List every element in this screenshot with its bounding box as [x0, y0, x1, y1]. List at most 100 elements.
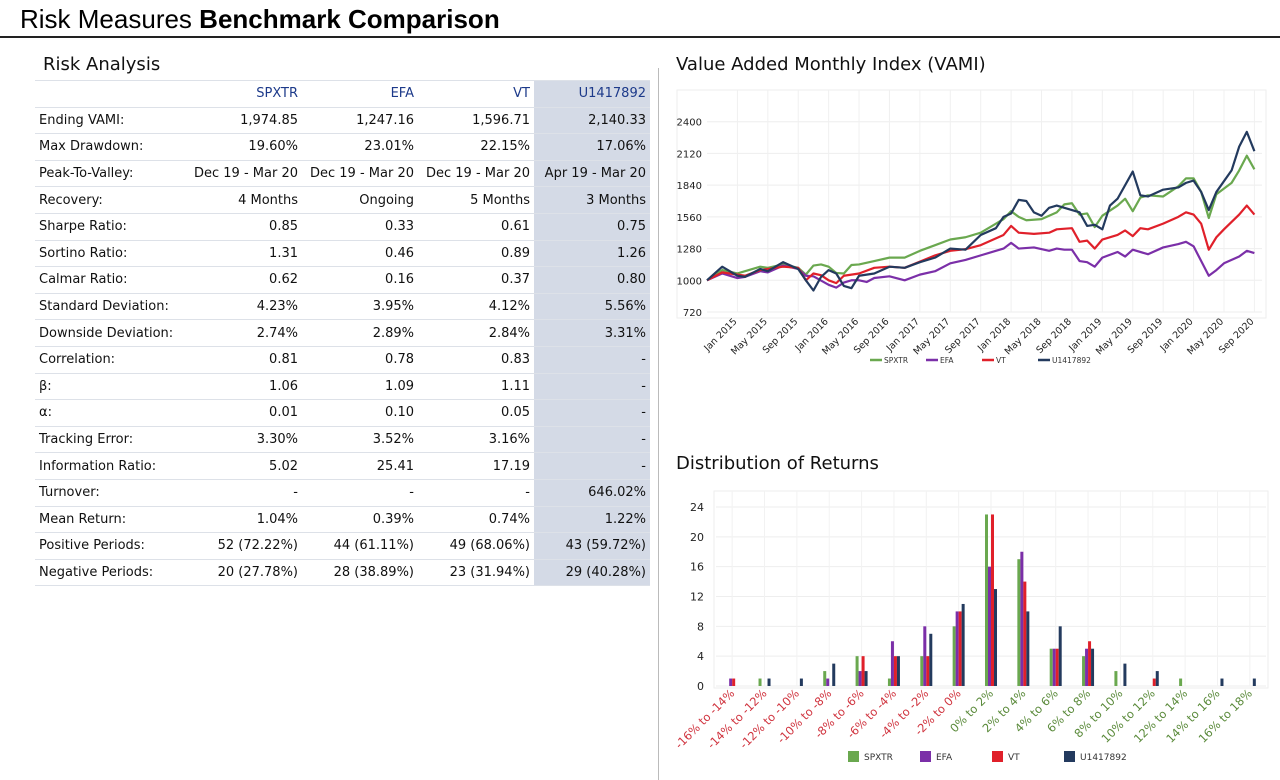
row-label: Ending VAMI: [35, 106, 185, 134]
plot-frame [676, 89, 1267, 319]
table-row: Recovery: 4 Months Ongoing 5 Months 3 Months [35, 186, 650, 214]
y-tick-label: 8 [697, 620, 704, 633]
legend-swatch [920, 751, 931, 762]
row-label: Downside Deviation: [35, 319, 185, 347]
row-label: Sharpe Ratio: [35, 212, 185, 241]
bar-u1417892 [799, 678, 803, 686]
panel-divider [658, 68, 659, 780]
table-row: Negative Periods: 20 (27.78%) 28 (38.89%) 2… [35, 558, 650, 587]
y-tick-label: 12 [690, 591, 704, 604]
bar-u1417892 [1091, 648, 1095, 686]
table-header-row: SPXTR EFA VT U1417892 [35, 80, 650, 108]
y-tick-label: 4 [697, 650, 704, 663]
cell-value: 1,974.85 [185, 106, 302, 134]
bar-spxtr [823, 671, 827, 686]
row-label: Calmar Ratio: [35, 266, 185, 294]
legend-swatch [992, 751, 1003, 762]
legend-label: EFA [940, 356, 954, 365]
legend-swatch [848, 751, 859, 762]
table-row: Positive Periods: 52 (72.22%) 44 (61.11%) 4… [35, 532, 650, 560]
cell-value: 1.26 [534, 239, 650, 267]
cell-value: 0.39% [302, 505, 418, 533]
table-row: Information Ratio: 5.02 25.41 17.19- [35, 452, 650, 480]
cell-value: 17.06% [534, 133, 650, 161]
legend-label: U1417892 [1052, 356, 1091, 365]
cell-value: 1.06 [185, 372, 302, 400]
vami-chart-title: Value Added Monthly Index (VAMI) [676, 54, 986, 75]
bar-efa [858, 671, 862, 686]
bar-spxtr [985, 514, 988, 686]
cell-value: - [185, 478, 302, 506]
header-blank [35, 80, 185, 108]
bar-u1417892 [767, 678, 771, 686]
cell-value: 4.23% [185, 292, 302, 320]
cell-value: - [534, 372, 650, 400]
row-label: Peak-To-Valley: [35, 159, 185, 187]
cell-value: 0.80 [534, 266, 650, 294]
cell-value: 19.60% [185, 133, 302, 161]
y-tick-label: 1840 [677, 181, 702, 192]
legend-label: SPXTR [884, 356, 908, 365]
cell-value: Dec 19 - Mar 20 [302, 159, 418, 187]
row-label: Max Drawdown: [35, 133, 185, 161]
bar-efa [1020, 551, 1024, 686]
bar-spxtr [1082, 656, 1086, 686]
bar-vt [1088, 641, 1092, 686]
cell-value: 0.05 [418, 399, 534, 427]
cell-value: 52 (72.22%) [185, 532, 302, 560]
table-row: Calmar Ratio: 0.62 0.16 0.37 0.80 [35, 266, 650, 294]
title-divider [0, 36, 1280, 38]
cell-value: 23 (31.94%) [418, 558, 534, 587]
bar-vt [991, 514, 994, 686]
table-row: α: 0.01 0.10 0.05- [35, 399, 650, 427]
bar-u1417892 [961, 603, 965, 686]
y-tick-label: 20 [690, 531, 704, 544]
table-row: Standard Deviation: 4.23% 3.95% 4.12% 5.56% [35, 292, 650, 320]
table-row: Sharpe Ratio: 0.85 0.33 0.61 0.75 [35, 212, 650, 241]
y-tick-label: 720 [683, 308, 702, 319]
cell-value: - [534, 345, 650, 374]
row-label: Mean Return: [35, 505, 185, 533]
table-row: Turnover: - - -646.02% [35, 478, 650, 506]
cell-value: 1.22% [534, 505, 650, 533]
bar-u1417892 [896, 656, 900, 686]
cell-value: 28 (38.89%) [302, 558, 418, 587]
legend-swatch [1064, 751, 1075, 762]
cell-value: 0.89 [418, 239, 534, 267]
bar-u1417892 [864, 671, 868, 686]
cell-value: 1.04% [185, 505, 302, 533]
row-label: Sortino Ratio: [35, 239, 185, 267]
column-header: SPXTR [185, 80, 302, 108]
row-label: Standard Deviation: [35, 292, 185, 320]
bar-spxtr [1114, 671, 1118, 686]
bar-vt [926, 656, 930, 686]
cell-value: 2.74% [185, 319, 302, 347]
cell-value: 4 Months [185, 186, 302, 214]
bar-vt [1023, 581, 1027, 686]
table-row: Max Drawdown: 19.60% 23.01% 22.15% 17.06% [35, 133, 650, 161]
cell-value: - [534, 425, 650, 453]
cell-value: 0.33 [302, 212, 418, 241]
cell-value: 0.01 [185, 399, 302, 427]
bar-u1417892 [994, 589, 997, 686]
cell-value: 0.85 [185, 212, 302, 241]
cell-value: 1.31 [185, 239, 302, 267]
cell-value: 2.89% [302, 319, 418, 347]
cell-value: 1.11 [418, 372, 534, 400]
distribution-chart-title: Distribution of Returns [676, 453, 879, 474]
cell-value: 5.56% [534, 292, 650, 320]
bar-efa [1085, 648, 1089, 686]
cell-value: 1,596.71 [418, 106, 534, 134]
legend-label: U1417892 [1080, 753, 1127, 763]
table-row: Downside Deviation: 2.74% 2.89% 2.84% 3.31% [35, 319, 650, 347]
table-row: Peak-To-Valley: Dec 19 - Mar 20 Dec 19 - M… [35, 159, 650, 187]
cell-value: - [534, 399, 650, 427]
y-tick-label: 24 [690, 501, 704, 514]
cell-value: 0.75 [534, 212, 650, 241]
table-row: Ending VAMI: 1,974.85 1,247.16 1,596.71 2,14… [35, 106, 650, 134]
row-label: Information Ratio: [35, 452, 185, 480]
cell-value: 29 (40.28%) [534, 558, 650, 587]
risk-analysis-table: SPXTR EFA VT U1417892 Ending VAMI: 1,974.… [35, 80, 650, 587]
bar-spxtr [758, 678, 762, 686]
